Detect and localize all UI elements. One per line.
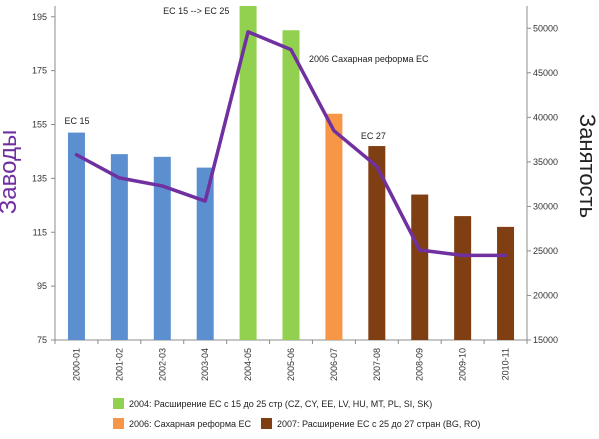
bar [497,226,515,340]
bar [153,156,171,340]
bar [325,113,343,340]
x-tick-label: 2001-02 [114,348,124,381]
legend-swatch [113,418,124,429]
y-right-tick-label: 20000 [533,290,558,300]
annotation: EC 27 [361,131,386,141]
bars [67,6,515,340]
x-tick-label: 2000-01 [71,348,81,381]
y-left-tick-label: 175 [32,66,47,76]
x-tick-label: 2004-05 [243,348,253,381]
bar [239,6,257,340]
bar [454,216,472,340]
x-tick-label: 2009-10 [458,348,468,381]
x-tick-label: 2002-03 [157,348,167,381]
y-right-tick-label: 30000 [533,201,558,211]
y-right-tick-label: 45000 [533,68,558,78]
legend-label: 2004: Расширение ЕС с 15 до 25 стр (CZ, … [129,399,432,409]
y-left-tick-label: 195 [32,12,47,22]
legend-label: 2007: Расширение ЕС с 25 до 27 стран (BG… [277,419,480,429]
axes: 75 95 115 135 155 175 195 15000 20000 25000 30000 3… [32,6,558,345]
bar [282,30,300,340]
x-tick-label: 2005-06 [286,348,296,381]
y-left-tick-label: 115 [33,227,47,237]
bar [411,194,429,340]
employment-line [74,30,508,258]
bar [110,154,128,340]
y-right-tick-label: 35000 [533,157,558,167]
y-right-tick-label: 25000 [533,246,558,256]
legend-swatch [261,418,272,429]
annotations: EC 15 EC 15 --> EC 25 2006 Сахарная реформ… [64,6,429,141]
employment-line-path [74,30,508,258]
x-tick-label: 2008-09 [415,348,425,381]
annotation: EC 15 [64,116,89,126]
y-right-tick-label: 15000 [533,335,558,345]
bar [368,146,386,340]
legend-swatch [113,398,124,409]
legend: 2004: Расширение ЕС с 15 до 25 стр (CZ, … [113,398,480,429]
annotation: 2006 Сахарная реформа ЕС [309,54,429,64]
x-tick-label: 2003-04 [200,348,210,381]
x-tick-label: 2006-07 [329,348,339,381]
y-left-tick-label: 155 [32,120,47,130]
x-tick-label: 2007-08 [372,348,382,381]
y-left-tick-label: 95 [37,281,47,291]
x-tick-label: 2010-11 [501,348,511,380]
bar [67,132,85,340]
y-left-tick-label: 75 [37,335,47,345]
bar [196,167,214,340]
x-tick-labels: 2000-01 2001-02 2002-03 2003-04 2004-05 2005-… [71,348,510,381]
y-left-tick-label: 135 [32,173,47,183]
y-right-tick-label: 40000 [533,112,558,122]
y-left-axis-label: Заводы [0,130,22,214]
annotation: EC 15 --> EC 25 [163,6,229,16]
y-right-tick-label: 50000 [533,23,558,33]
y-right-axis-label: Занятость [575,114,599,218]
legend-label: 2006: Сахарная реформа ЕС [129,419,252,429]
